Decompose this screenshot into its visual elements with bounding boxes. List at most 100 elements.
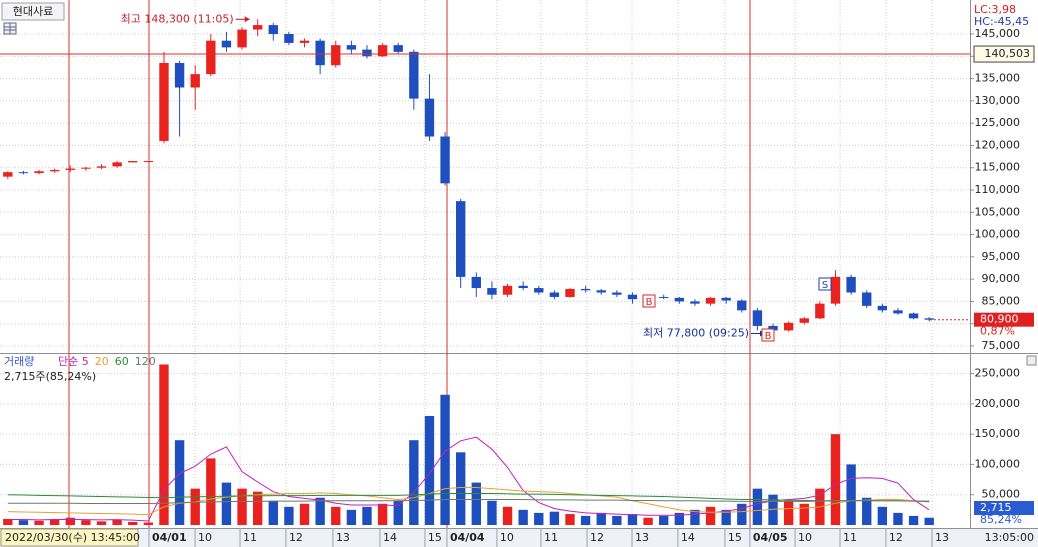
volume-bar bbox=[268, 500, 278, 525]
volume-bar bbox=[737, 503, 747, 525]
y-tick-label: 130,000 bbox=[975, 94, 1021, 107]
x-tick-label: 13 bbox=[635, 531, 649, 544]
candle-body bbox=[580, 288, 591, 291]
candle-body bbox=[34, 171, 44, 174]
y-tick-label: 85,000 bbox=[982, 294, 1021, 307]
volume-bar bbox=[128, 521, 138, 525]
volume-bar bbox=[237, 488, 247, 525]
candle-body bbox=[409, 51, 419, 99]
x-tick-label: 14 bbox=[383, 531, 397, 544]
candle-body bbox=[518, 285, 528, 289]
y-tick-label: 250,000 bbox=[975, 367, 1021, 380]
x-tick-label: 11 bbox=[544, 531, 558, 544]
volume-bar bbox=[456, 452, 466, 525]
crosshair-label: 140,503 bbox=[985, 47, 1031, 60]
volume-bar bbox=[705, 506, 716, 525]
candle-body bbox=[846, 276, 856, 293]
volume-bar bbox=[877, 506, 888, 525]
signal-label: B bbox=[646, 297, 653, 308]
volume-bar bbox=[331, 506, 341, 525]
volume-bar bbox=[362, 506, 372, 525]
x-tick-label: 13 bbox=[336, 531, 350, 544]
date-box bbox=[0, 528, 139, 547]
candle-body bbox=[627, 294, 638, 300]
volume-bar bbox=[221, 482, 232, 525]
volume-current-pct: 85,24% bbox=[980, 513, 1022, 526]
candle-body bbox=[456, 201, 466, 277]
annotation-text: 최고 148,300 (11:05) bbox=[121, 12, 234, 25]
candle-body bbox=[284, 34, 294, 43]
candle-body bbox=[331, 45, 341, 66]
x-tick-label: 10 bbox=[500, 531, 514, 544]
candle-body bbox=[471, 276, 481, 289]
candle-body bbox=[565, 288, 575, 297]
volume-bar bbox=[830, 434, 841, 525]
candle-body bbox=[81, 167, 91, 169]
y-tick-label: 120,000 bbox=[975, 138, 1021, 151]
volume-bar bbox=[534, 512, 544, 525]
x-tick-label: 04/05 bbox=[753, 531, 788, 544]
y-tick-label: 145,000 bbox=[975, 27, 1021, 40]
volume-bar bbox=[315, 497, 325, 525]
y-tick-label: 100,000 bbox=[975, 228, 1021, 241]
change-label: 0,87% bbox=[980, 325, 1015, 338]
y-tick-label: 110,000 bbox=[975, 183, 1021, 196]
x-tick-label: 15 bbox=[428, 531, 442, 544]
signal-box bbox=[761, 328, 775, 342]
volume-bar bbox=[424, 415, 435, 525]
candle-body bbox=[815, 303, 825, 319]
candle-body bbox=[596, 290, 606, 293]
candle-body bbox=[65, 168, 75, 170]
legend-entry: 60 bbox=[115, 355, 129, 368]
volume-bar bbox=[924, 517, 934, 525]
symbol[interactable]: 현대사료 bbox=[13, 5, 53, 18]
volume-bar bbox=[299, 503, 310, 525]
volume-bar bbox=[502, 506, 513, 525]
panel-close[interactable] bbox=[1026, 355, 1037, 366]
candle-body bbox=[674, 297, 685, 302]
volume-bar bbox=[440, 394, 450, 525]
volume-bar bbox=[674, 512, 685, 525]
candle-body bbox=[49, 169, 60, 172]
last-price-box bbox=[974, 312, 1034, 327]
time-label: 13:05:00 bbox=[985, 531, 1034, 544]
volume-bar bbox=[862, 497, 872, 525]
candle-body bbox=[159, 62, 169, 141]
symbol-button[interactable] bbox=[1, 2, 65, 21]
volume-bar bbox=[18, 520, 29, 525]
volume-bar bbox=[112, 519, 122, 525]
candle-body bbox=[768, 325, 778, 331]
moving-average-line bbox=[7, 493, 930, 502]
volume-bar bbox=[768, 494, 778, 525]
volume-bar bbox=[174, 440, 185, 525]
candle-body bbox=[877, 305, 888, 311]
volume-bar bbox=[783, 500, 794, 525]
candle-body bbox=[268, 25, 278, 35]
volume-bar bbox=[252, 491, 263, 525]
volume-bar bbox=[346, 509, 357, 525]
x-tick-label: 10 bbox=[798, 531, 812, 544]
crosshair-box bbox=[973, 45, 1035, 63]
volume-bar bbox=[409, 440, 419, 525]
volume-bar bbox=[565, 514, 575, 525]
date-label: 2022/03/30(수) 13:45:00 bbox=[5, 531, 140, 544]
volume-bar bbox=[627, 514, 638, 525]
volume-bar bbox=[596, 512, 606, 525]
volume-bar bbox=[143, 522, 154, 525]
candle-body bbox=[799, 318, 809, 323]
y-tick-label: 75,000 bbox=[982, 339, 1021, 352]
volume-bar bbox=[908, 515, 919, 525]
volume-bar bbox=[393, 500, 403, 525]
indicator-lc: LC:3,98 bbox=[974, 3, 1016, 16]
volume-bar bbox=[81, 520, 91, 525]
volume-bar bbox=[190, 488, 200, 525]
candle-body bbox=[737, 300, 747, 311]
candle-body bbox=[377, 45, 388, 57]
volume-bar bbox=[159, 364, 169, 525]
volume-bar bbox=[721, 509, 731, 525]
moving-average-line bbox=[7, 436, 930, 522]
volume-current-label: 2,715 bbox=[980, 501, 1012, 514]
moving-average-line bbox=[7, 499, 930, 504]
volume-bar bbox=[49, 519, 60, 525]
